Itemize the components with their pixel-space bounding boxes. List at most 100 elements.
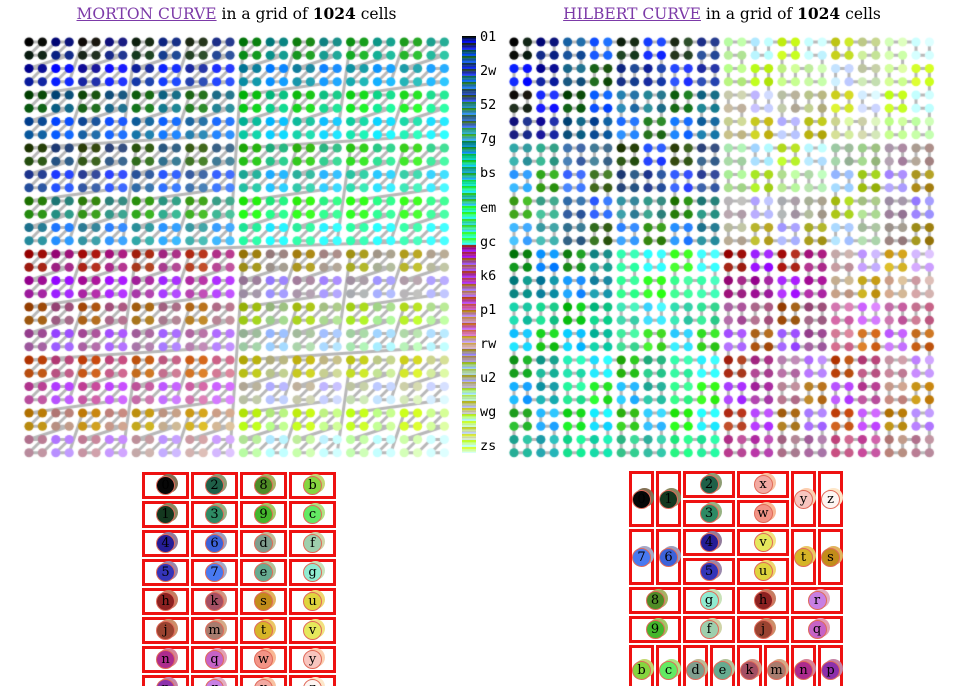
digit-circle-m: m [767,660,786,680]
digit-circle-x: x [254,679,273,686]
morton-key-cell-j: j [142,617,189,644]
digit-circle-s: s [254,592,273,611]
hilbert-key-cell-3: 3 [683,500,735,527]
digit-circle-t: t [794,547,813,567]
morton-title-mid: in a grid of [216,5,313,23]
digit-circle-9: 9 [254,505,273,524]
digit-label: v [759,535,767,550]
digit-circle-w: w [254,650,273,669]
digit-circle-1: 1 [156,505,175,524]
digit-label: k [745,662,754,678]
digit-circle-p: p [821,660,840,680]
digit-circle-8: 8 [254,476,273,495]
digit-circle-b: b [632,660,651,680]
hilbert-key-cell-e: e [710,645,735,686]
digit-label: q [812,622,822,637]
digit-label: 9 [650,622,660,637]
digit-label: 4 [704,535,714,550]
colorbar-tick-label: p1 [480,301,497,318]
morton-key-cell-n: n [142,646,189,673]
digit-label: w [257,652,270,667]
hilbert-key-cell-1: 1 [656,471,681,527]
morton-key-cell-h: h [142,588,189,615]
digit-circle-u: u [303,592,322,611]
digit-label: 1 [161,507,170,522]
hilbert-curve-plot [505,32,937,460]
hilbert-key-cell-z: z [818,471,843,527]
digit-label: u [308,594,317,609]
digit-circle-z: z [821,489,840,509]
hilbert-key-cell-k: k [737,645,762,686]
morton-key-cell-3: 3 [191,501,238,528]
digit-circle-m: m [205,621,224,640]
digit-circle-3: 3 [205,505,224,524]
morton-key-cell-d: d [240,530,287,557]
digit-label: m [208,623,221,638]
digit-circle-j: j [753,620,773,639]
curve-index-colorbar [462,36,476,453]
morton-cell-count: 1024 [312,4,356,23]
morton-key-cell-z: z [289,675,336,686]
digit-circle-6: 6 [205,534,224,553]
digit-label: k [210,594,219,609]
hilbert-key-cell-2: 2 [683,471,735,498]
digit-label: x [759,477,767,492]
digit-circle-5: 5 [699,562,719,581]
morton-key-cell-e: e [240,559,287,586]
digit-label: n [161,652,170,667]
digit-label: r [813,593,821,608]
morton-key-cell-s: s [240,588,287,615]
digit-circle-d: d [686,660,705,680]
hilbert-title-mid: in a grid of [700,5,798,23]
digit-circle-t: t [254,621,273,640]
digit-label: f [706,622,712,637]
digit-circle-8: 8 [645,591,665,610]
morton-curve-link[interactable]: MORTON CURVE [76,5,217,23]
hilbert-key-cell-t: t [791,529,816,585]
digit-circle-e: e [713,660,732,680]
digit-circle-x: x [753,475,773,494]
morton-title-suffix: cells [355,5,397,23]
digit-label: h [161,594,170,609]
hilbert-key-cell-d: d [683,645,708,686]
digit-label: v [308,623,317,638]
morton-key-cell-1: 1 [142,501,189,528]
digit-circle-g: g [303,563,322,582]
morton-key-cell-t: t [240,617,287,644]
morton-curve-plot [20,32,452,460]
colorbar-tick-label: bs [480,165,497,182]
morton-key-cell-q: q [191,646,238,673]
digit-label: e [259,565,268,580]
colorbar-tick-label: 52 [480,97,497,114]
hilbert-curve-link[interactable]: HILBERT CURVE [563,5,701,23]
digit-circle-u: u [753,562,773,581]
digit-circle-5: 5 [156,563,175,582]
digit-label: p [826,662,835,678]
morton-key-cell-c: c [289,501,336,528]
morton-key-cell-y: y [289,646,336,673]
colorbar-tick-label: rw [480,335,497,352]
digit-circle-0: 0 [632,489,651,509]
morton-key-cell-8: 8 [240,472,287,499]
digit-circle-6: 6 [659,547,678,567]
hilbert-key-cell-v: v [737,529,789,556]
colorbar-tick-label: zs [480,438,497,455]
digit-circle-f: f [303,534,322,553]
digit-circle-9: 9 [645,620,665,639]
digit-label: j [760,622,766,637]
digit-circle-n: n [156,650,175,669]
digit-label: s [260,594,267,609]
digit-circle-g: g [699,591,719,610]
digit-label: y [308,652,317,667]
morton-key-cell-v: v [289,617,336,644]
hilbert-key-cell-m: m [764,645,789,686]
digit-label: g [704,593,714,608]
digit-label: r [211,682,217,686]
digit-label: u [758,564,768,579]
hilbert-key-cell-n: n [791,645,816,686]
digit-circle-c: c [303,505,322,524]
hilbert-key-cell-b: b [629,645,654,686]
digit-label: 7 [210,565,219,580]
